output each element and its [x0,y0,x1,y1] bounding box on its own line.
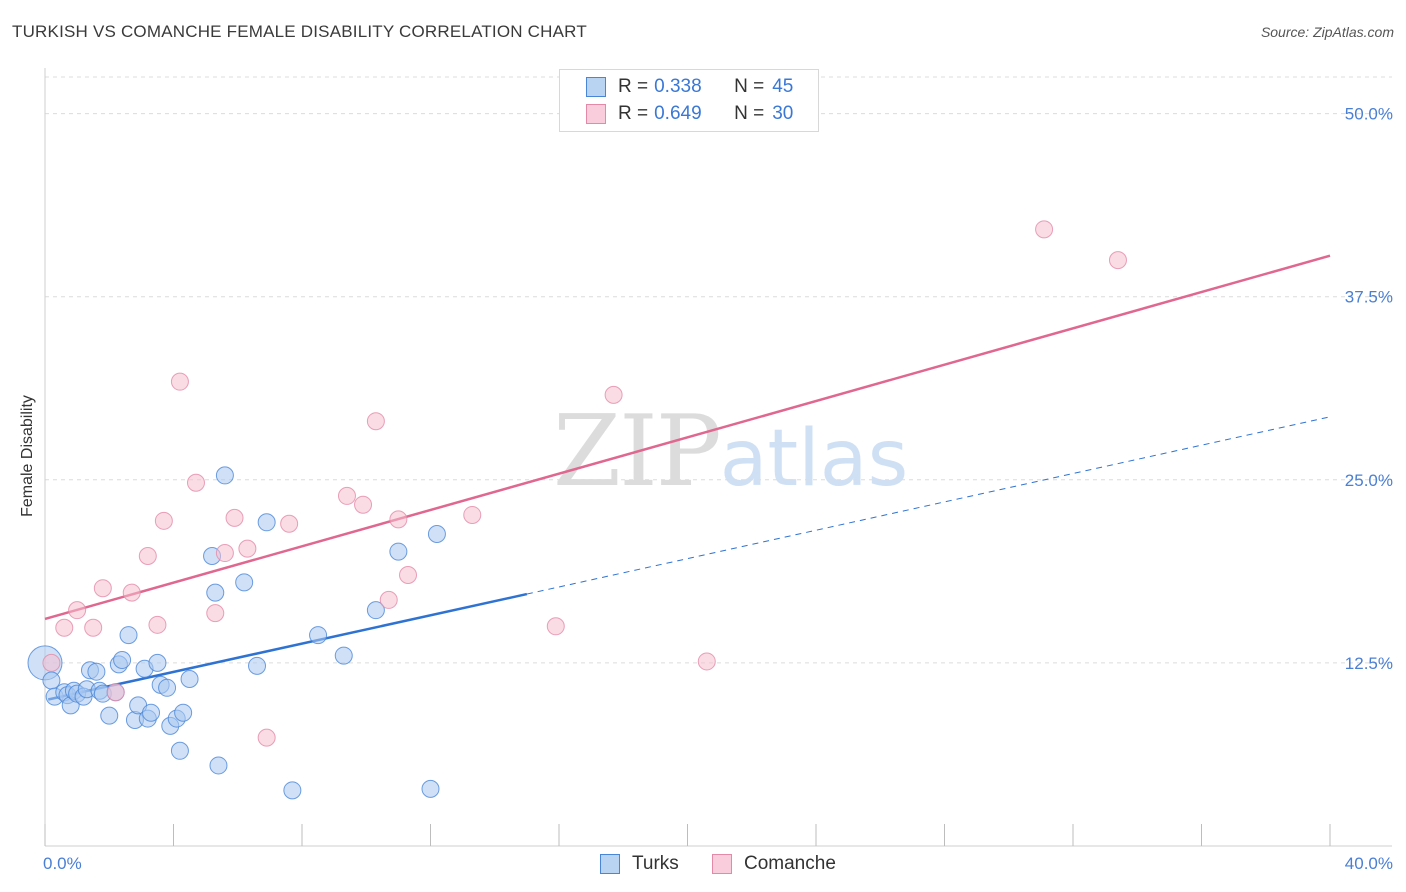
turks-r-value: 0.338 [654,76,702,97]
turks-point [309,626,328,645]
correlation-legend: R = 0.338 N = 45 R = 0.649 N = 30 [559,69,819,132]
comanche-point [215,544,234,563]
comanche-point [354,495,373,514]
turks-point [215,466,234,485]
tick-labels: 12.5% 25.0% 37.5% 50.0% 0.0% 40.0% [43,105,1393,873]
watermark-atlas: atlas [719,414,909,504]
turks-point [158,678,177,697]
comanche-point [55,618,74,637]
turks-point [366,601,385,620]
x-tick-label-min: 0.0% [43,854,82,873]
turks-point [174,703,193,722]
turks-legend-swatch-icon [600,854,620,874]
turks-point [235,573,254,592]
turks-point [334,646,353,665]
comanche-point [68,601,87,620]
turks-n-label: N = [734,76,765,97]
comanche-point [138,546,157,565]
comanche-point [154,511,173,530]
legend-row-turks: R = 0.338 N = 45 [586,75,793,99]
turks-point [257,513,276,532]
comanche-point [257,728,276,747]
comanche-legend-label: Comanche [744,853,836,874]
turks-n-value: 45 [772,76,794,97]
turks-point [113,650,132,669]
turks-point [206,583,225,602]
turks-trend-extension [526,416,1331,595]
turks-point [283,781,302,800]
comanche-r-value: 0.649 [654,103,702,124]
y-tick-label: 37.5% [1345,288,1393,307]
turks-point [427,525,446,544]
turks-point [87,662,106,681]
turks-swatch-icon [586,77,606,97]
turks-point [421,779,440,798]
turks-point [119,626,138,645]
turks-point [209,756,228,775]
comanche-point [238,539,257,558]
comanche-n-label: N = [734,103,765,124]
y-tick-label: 12.5% [1345,654,1393,673]
comanche-point [225,508,244,527]
comanche-point [546,617,565,636]
turks-r-label: R = [618,76,649,97]
trend-lines [44,254,1331,701]
comanche-point [389,510,408,529]
turks-point [100,706,119,725]
turks-point [170,741,189,760]
turks-point [389,542,408,561]
comanche-point [106,683,125,702]
turks-point [180,670,199,689]
y-tick-label: 50.0% [1345,105,1393,124]
comanche-point [93,579,112,598]
legend-item-comanche[interactable]: Comanche [712,852,836,876]
comanche-point [122,583,141,602]
comanche-r-label: R = [618,103,649,124]
axes [44,68,1392,847]
source-credit: Source: ZipAtlas.com [1260,24,1394,40]
x-tick-label-max: 40.0% [1345,854,1393,873]
comanche-point [337,486,356,505]
turks-trend-line [47,592,528,701]
chart-title: TURKISH VS COMANCHE FEMALE DISABILITY CO… [12,22,587,41]
comanche-point [206,604,225,623]
turks-point [148,653,167,672]
comanche-point [366,412,385,431]
turks-point [142,703,161,722]
comanche-point [463,505,482,524]
comanche-point [42,653,61,672]
watermark: ZIPatlas [553,395,908,509]
data-points [27,220,1127,800]
y-tick-label: 25.0% [1345,471,1393,490]
comanche-point [84,618,103,637]
comanche-point [1035,220,1054,239]
comanche-legend-swatch-icon [712,854,732,874]
turks-legend-label: Turks [632,853,679,874]
legend-item-turks[interactable]: Turks [600,852,679,876]
comanche-point [697,652,716,671]
comanche-n-value: 30 [772,103,794,124]
comanche-point [1108,251,1127,270]
comanche-point [399,566,418,585]
comanche-point [379,590,398,609]
comanche-point [170,372,189,391]
turks-point [248,656,267,675]
legend-row-comanche: R = 0.649 N = 30 [586,102,793,126]
comanche-point [186,473,205,492]
comanche-trend-line [44,254,1331,621]
comanche-point [148,615,167,634]
comanche-swatch-icon [586,104,606,124]
comanche-point [604,385,623,404]
comanche-point [280,514,299,533]
